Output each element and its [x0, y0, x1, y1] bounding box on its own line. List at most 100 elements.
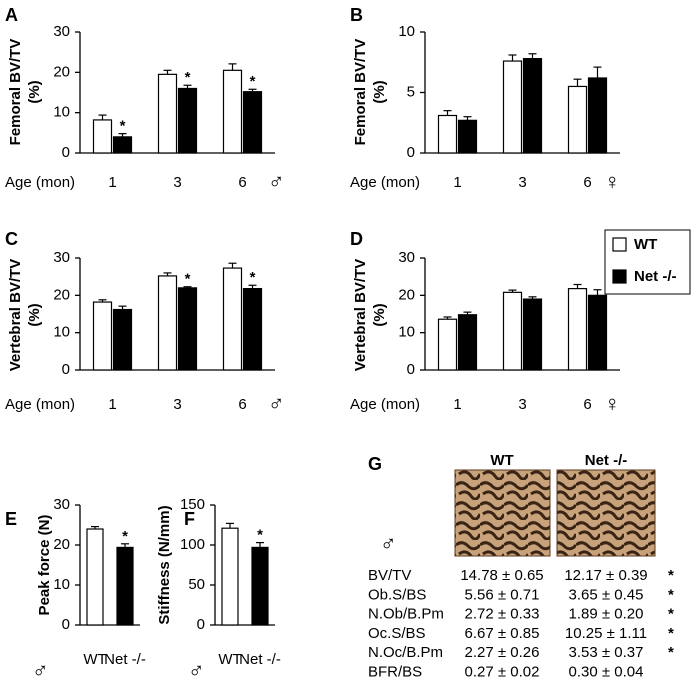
- row-label: N.Oc/B.Pm: [368, 644, 443, 661]
- bar: [251, 546, 269, 626]
- y-axis-label: Stiffness (N/mm): [156, 505, 173, 624]
- bar: [502, 291, 523, 371]
- bar: [157, 73, 178, 154]
- sex-symbol: ♀: [604, 391, 621, 416]
- x-tick-label: 1: [108, 174, 116, 191]
- y-tick-label: 10: [398, 324, 415, 341]
- x-tick-label: 1: [108, 396, 116, 413]
- y-tick-label: 0: [62, 616, 70, 633]
- bar: [157, 275, 178, 371]
- bar: [502, 60, 523, 154]
- y-axis-label: Vertebral BV/TV: [7, 259, 24, 372]
- legend-swatch: [612, 269, 627, 284]
- bar: [457, 119, 478, 154]
- x-axis-label: Age (mon): [350, 396, 420, 413]
- bar: [222, 267, 243, 371]
- significance-star: *: [668, 625, 674, 642]
- y-tick-label: 100: [180, 536, 205, 553]
- bar: [86, 528, 104, 626]
- significance-star: *: [257, 527, 263, 544]
- significance-star: *: [250, 73, 256, 90]
- micrograph: [454, 469, 551, 557]
- significance-star: *: [120, 118, 126, 135]
- x-axis-label: Age (mon): [5, 396, 75, 413]
- panel-letter: C: [5, 229, 18, 249]
- y-axis-label: (%): [371, 80, 388, 103]
- legend-swatch: [612, 237, 627, 252]
- y-tick-label: 0: [407, 361, 415, 378]
- bar: [112, 308, 133, 371]
- sex-symbol: ♂: [32, 658, 49, 683]
- x-axis-label: Age (mon): [5, 174, 75, 191]
- bar: [457, 314, 478, 371]
- row-label: BV/TV: [368, 567, 411, 584]
- bar: [587, 294, 608, 371]
- legend-box: [604, 229, 691, 295]
- y-axis-label: (%): [371, 303, 388, 326]
- table-cell: 3.53 ± 0.37: [569, 644, 644, 661]
- x-tick-label: Net -/-: [239, 651, 281, 668]
- y-tick-label: 30: [53, 249, 70, 266]
- panel-letter: F: [184, 509, 195, 529]
- bar: [92, 301, 113, 371]
- y-tick-label: 10: [53, 576, 70, 593]
- x-tick-label: 3: [518, 174, 526, 191]
- y-tick-label: 20: [398, 286, 415, 303]
- significance-star: *: [122, 528, 128, 545]
- x-tick-label: 6: [583, 396, 591, 413]
- sex-symbol: ♀: [604, 169, 621, 194]
- sex-symbol: ♂: [188, 658, 205, 683]
- bar: [177, 87, 198, 154]
- x-tick-label: WT: [83, 651, 106, 668]
- x-tick-label: Net -/-: [104, 651, 146, 668]
- y-tick-label: 30: [398, 249, 415, 266]
- table-cell: 5.56 ± 0.71: [465, 586, 540, 603]
- bar: [567, 85, 588, 154]
- bar: [437, 318, 458, 371]
- table-cell: 6.67 ± 0.85: [465, 625, 540, 642]
- y-axis-label: Femoral BV/TV: [352, 39, 369, 146]
- y-tick-label: 150: [180, 496, 205, 513]
- bar: [242, 91, 263, 154]
- table-cell: 10.25 ± 1.11: [565, 625, 647, 642]
- panel-letter: E: [5, 509, 17, 529]
- y-tick-label: 20: [53, 63, 70, 80]
- significance-star: *: [250, 269, 256, 286]
- x-axis-label: Age (mon): [350, 174, 420, 191]
- y-tick-label: 0: [197, 616, 205, 633]
- y-axis-label: (%): [26, 303, 43, 326]
- column-header: Net -/-: [585, 452, 628, 469]
- row-label: N.Ob/B.Pm: [368, 606, 444, 623]
- y-tick-label: 20: [53, 536, 70, 553]
- bar: [221, 527, 239, 626]
- significance-star: *: [668, 606, 674, 623]
- x-tick-label: WT: [218, 651, 241, 668]
- x-tick-label: 6: [238, 174, 246, 191]
- row-label: Oc.S/BS: [368, 625, 426, 642]
- y-tick-label: 20: [53, 286, 70, 303]
- y-tick-label: 0: [62, 144, 70, 161]
- bar: [587, 77, 608, 154]
- significance-star: *: [668, 644, 674, 661]
- bar: [92, 119, 113, 154]
- row-label: Ob.S/BS: [368, 586, 426, 603]
- bar: [242, 288, 263, 371]
- x-tick-label: 1: [453, 396, 461, 413]
- bar: [437, 114, 458, 154]
- significance-star: *: [668, 567, 674, 584]
- y-tick-label: 0: [407, 144, 415, 161]
- table-cell: 3.65 ± 0.45: [569, 586, 644, 603]
- significance-star: *: [668, 586, 674, 603]
- panel-letter: D: [350, 229, 363, 249]
- y-tick-label: 5: [407, 83, 415, 100]
- bar: [522, 58, 543, 154]
- x-tick-label: 1: [453, 174, 461, 191]
- x-tick-label: 3: [173, 396, 181, 413]
- bar: [177, 287, 198, 371]
- y-axis-label: Femoral BV/TV: [7, 39, 24, 146]
- y-axis-label: (%): [26, 80, 43, 103]
- sex-symbol: ♂: [268, 391, 285, 416]
- column-header: WT: [490, 452, 513, 469]
- table-cell: 0.30 ± 0.04: [569, 663, 644, 680]
